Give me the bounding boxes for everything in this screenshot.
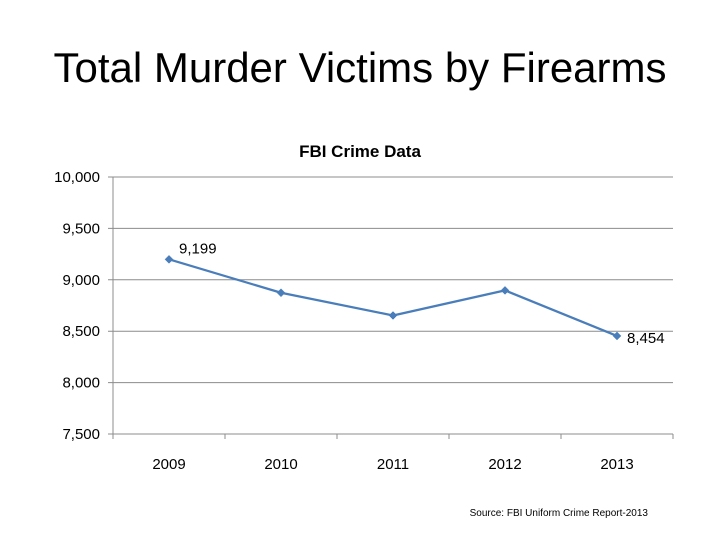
y-tick-label: 10,000 xyxy=(54,169,100,186)
data-label: 8,454 xyxy=(627,330,665,347)
source-note: Source: FBI Uniform Crime Report-2013 xyxy=(0,508,648,519)
series-line xyxy=(169,259,617,336)
y-tick-label: 9,500 xyxy=(62,220,100,237)
data-point-marker xyxy=(277,289,285,297)
grid-lines xyxy=(108,177,673,434)
y-tick-label: 8,000 xyxy=(62,375,100,392)
data-label: 9,199 xyxy=(179,240,217,257)
data-point-marker xyxy=(501,286,509,294)
chart-title: FBI Crime Data xyxy=(299,142,421,161)
x-tick-label: 2011 xyxy=(377,456,409,473)
y-tick-label: 8,500 xyxy=(62,323,100,340)
x-axis-ticks: 2009 2010 2011 2012 2013 xyxy=(152,456,633,473)
series xyxy=(165,255,621,340)
x-tick-label: 2012 xyxy=(488,456,521,473)
axes xyxy=(113,177,673,439)
data-point-marker xyxy=(389,311,397,319)
y-tick-label: 9,000 xyxy=(62,272,100,289)
y-axis-ticks: 7,500 8,000 8,500 9,000 9,500 10,000 xyxy=(54,169,100,443)
data-point-marker xyxy=(613,332,621,340)
x-tick-label: 2013 xyxy=(600,456,633,473)
x-tick-label: 2010 xyxy=(264,456,297,473)
x-tick-label: 2009 xyxy=(152,456,185,473)
y-tick-label: 7,500 xyxy=(62,426,100,443)
data-point-marker xyxy=(165,255,173,263)
